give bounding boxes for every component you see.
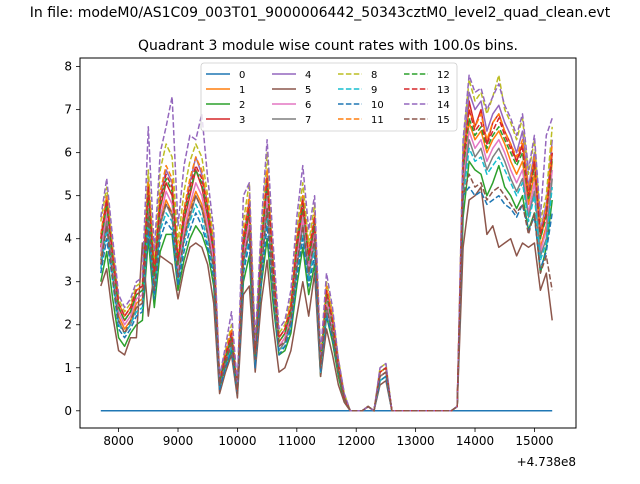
- legend-label-5: 5: [305, 85, 311, 96]
- legend-label-9: 9: [371, 85, 377, 96]
- x-axis-offset-label: +4.738e8: [517, 455, 576, 469]
- legend-label-14: 14: [437, 100, 450, 111]
- legend-label-7: 7: [305, 115, 311, 126]
- figure-suptitle: In file: modeM0/AS1C09_003T01_9000006442…: [30, 5, 611, 21]
- legend-label-13: 13: [437, 85, 450, 96]
- y-tick-label: 2: [64, 318, 72, 332]
- y-tick-label: 8: [64, 60, 72, 74]
- x-tick-label: 9000: [163, 434, 194, 448]
- x-tick-label: 8000: [103, 434, 134, 448]
- series-line-11: [100, 108, 553, 412]
- y-tick-label: 4: [64, 232, 72, 246]
- series-line-5: [100, 186, 553, 412]
- y-tick-label: 0: [64, 404, 72, 418]
- legend-label-12: 12: [437, 70, 450, 81]
- legend-label-11: 11: [371, 115, 384, 126]
- y-tick-label: 1: [64, 361, 72, 375]
- y-tick-label: 3: [64, 275, 72, 289]
- axes-frame: [79, 57, 577, 429]
- legend-box: [200, 62, 458, 132]
- legend-label-6: 6: [305, 100, 311, 111]
- y-axis-ticks: 0 1 2 3 4 5 6 7 8: [64, 60, 80, 418]
- x-tick-label: 13000: [397, 434, 435, 448]
- x-tick-label: 12000: [337, 434, 375, 448]
- series-line-10: [100, 186, 553, 412]
- legend-label-15: 15: [437, 115, 450, 126]
- series-line-13: [100, 108, 553, 412]
- legend-label-1: 1: [239, 85, 245, 96]
- series-line-14: [100, 74, 553, 412]
- series-line-6: [100, 130, 553, 412]
- legend-label-0: 0: [239, 70, 245, 81]
- legend-label-8: 8: [371, 70, 377, 81]
- legend-label-3: 3: [239, 115, 245, 126]
- y-tick-label: 6: [64, 146, 72, 160]
- x-tick-label: 14000: [456, 434, 494, 448]
- series-lines: [100, 74, 553, 412]
- y-tick-label: 7: [64, 103, 72, 117]
- legend-label-10: 10: [371, 100, 384, 111]
- x-tick-label: 10000: [218, 434, 256, 448]
- x-tick-label: 11000: [278, 434, 316, 448]
- y-tick-label: 5: [64, 189, 72, 203]
- legend-label-2: 2: [239, 100, 245, 111]
- x-tick-label: 15000: [515, 434, 553, 448]
- legend-label-4: 4: [305, 70, 311, 81]
- x-axis-ticks: 8000 9000 10000 11000 12000 13000 14000 15000: [103, 428, 554, 448]
- chart-title: Quadrant 3 module wise count rates with …: [138, 38, 518, 54]
- series-line-15: [100, 173, 553, 412]
